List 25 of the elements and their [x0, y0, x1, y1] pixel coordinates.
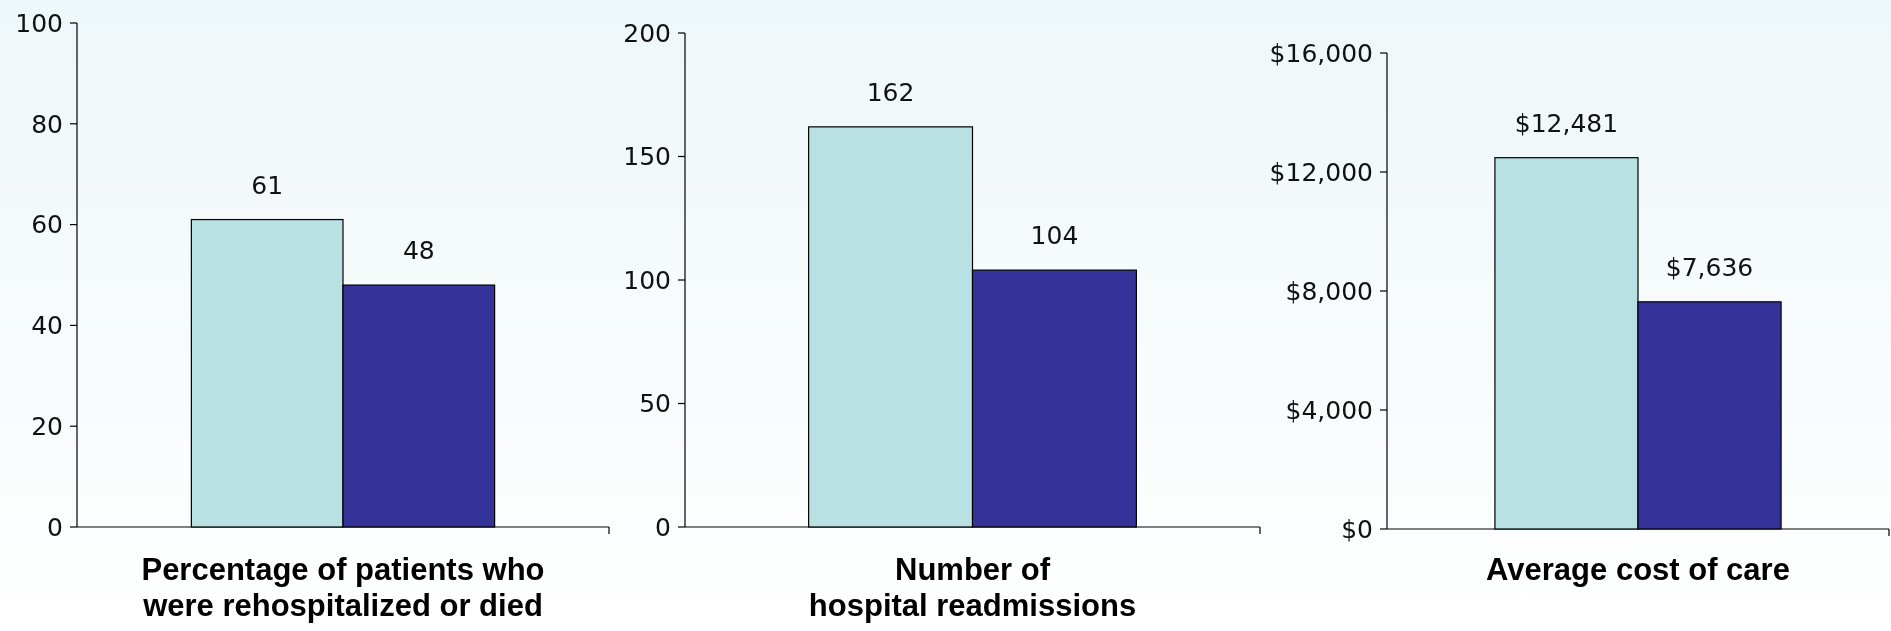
x-axis-title: Percentage of patients who were rehospitalized or died [141, 552, 545, 623]
data-label: $12,481 [1514, 108, 1619, 138]
data-label: $7,636 [1665, 252, 1754, 282]
x-axis-title: Number of hospital readmissions [808, 552, 1137, 623]
y-tick-label: 150 [623, 142, 671, 172]
y-tick-label: 20 [31, 411, 63, 441]
y-tick-label: 60 [31, 210, 63, 240]
x-axis-title: Average cost of care [1486, 552, 1790, 587]
y-tick-label: 50 [639, 389, 671, 419]
y-tick-label: $8,000 [1285, 276, 1373, 306]
y-tick-label: $12,000 [1269, 157, 1373, 187]
y-tick-label: 200 [623, 18, 671, 48]
y-tick-label: 100 [15, 8, 63, 38]
y-tick-label: $0 [1341, 514, 1373, 544]
y-tick-label: 0 [655, 512, 671, 542]
y-tick-label: 40 [31, 311, 63, 341]
data-label: 48 [402, 236, 435, 266]
data-label: 162 [866, 77, 915, 107]
y-tick-label: $4,000 [1285, 395, 1373, 425]
data-label: 61 [251, 170, 284, 200]
y-tick-label: $16,000 [1269, 38, 1373, 68]
y-tick-label: 80 [31, 109, 63, 139]
y-tick-label: 100 [623, 265, 671, 295]
data-label: 104 [1030, 221, 1079, 251]
y-tick-label: 0 [47, 512, 63, 542]
